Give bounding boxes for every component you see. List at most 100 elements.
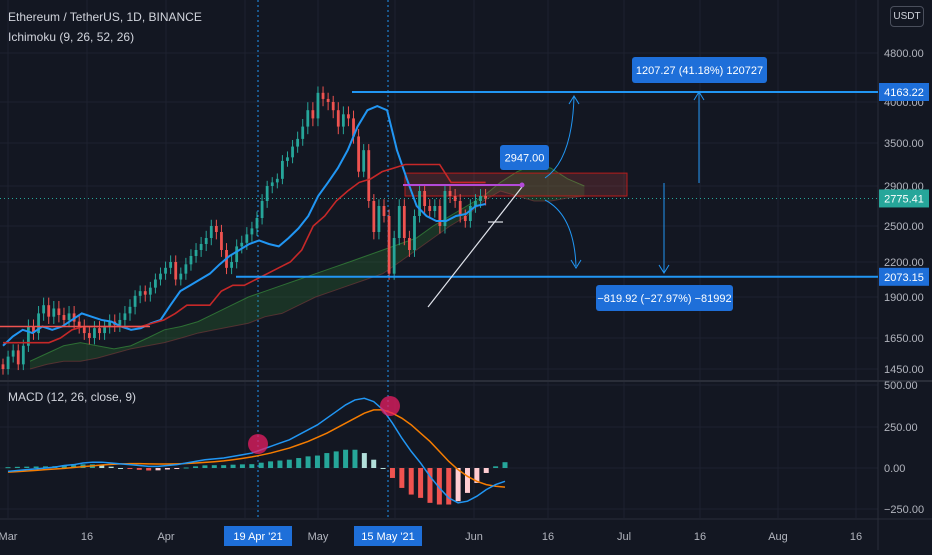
macd-y-tick-label: −250.00 xyxy=(884,504,924,516)
up-projection-label: 1207.27 (41.18%) 120727 xyxy=(636,65,763,77)
candle xyxy=(291,146,294,158)
candle xyxy=(133,295,137,307)
candle xyxy=(341,114,345,127)
x-tick-label: 16 xyxy=(81,531,93,543)
candle xyxy=(37,313,40,334)
kumo-cloud xyxy=(30,164,585,369)
candle xyxy=(87,333,91,338)
candle xyxy=(174,262,178,280)
macd-histogram-bar xyxy=(136,468,142,470)
candle xyxy=(57,308,61,316)
candle xyxy=(387,216,391,274)
candle xyxy=(428,206,432,211)
resistance-price-badge-bg xyxy=(879,83,929,102)
macd-histogram-bar xyxy=(408,468,414,495)
x-tick-label: Jun xyxy=(465,531,483,543)
macd-histogram-bar xyxy=(118,468,124,469)
macd-histogram-bar xyxy=(464,468,470,493)
candle xyxy=(240,242,244,247)
macd-histogram-bar xyxy=(5,467,11,469)
candle xyxy=(11,350,15,357)
macd-histogram-bar xyxy=(380,468,386,469)
candle xyxy=(67,313,71,320)
macd-histogram-bar xyxy=(108,466,114,468)
candle xyxy=(209,226,213,238)
highlighted-date-label: 15 May '21 xyxy=(361,531,414,543)
y-tick-label: 1450.00 xyxy=(884,364,924,376)
macd-histogram-bar xyxy=(436,468,442,505)
macd-histogram-bar xyxy=(43,466,49,468)
candle xyxy=(108,321,112,327)
candle xyxy=(463,216,467,221)
y-tick-label: 1650.00 xyxy=(884,333,924,345)
candle xyxy=(220,232,223,250)
candle xyxy=(468,206,472,221)
resistance-price-badge: 4163.22 xyxy=(884,87,924,99)
candle xyxy=(362,150,366,172)
macd-histogram-bar xyxy=(418,468,424,498)
candle xyxy=(484,196,487,199)
candle xyxy=(235,246,239,262)
x-tick-label: Apr xyxy=(157,531,174,543)
highlighted-date-label: 19 Apr '21 xyxy=(233,531,282,543)
candle xyxy=(62,315,66,320)
macd-histogram-bar xyxy=(352,449,358,468)
candle xyxy=(382,206,386,216)
candle xyxy=(250,228,254,235)
candle xyxy=(82,326,86,334)
macd-histogram-bar xyxy=(286,459,292,468)
box-price-label: 2947.00 xyxy=(505,153,545,165)
candle xyxy=(367,150,371,201)
candle xyxy=(286,157,289,161)
macd-histogram-bar xyxy=(455,468,461,502)
macd-histogram-bar xyxy=(14,466,20,468)
macd-histogram-bar xyxy=(333,451,339,468)
candle xyxy=(301,126,305,139)
macd-histogram-bar xyxy=(146,468,152,471)
macd-histogram-bar xyxy=(155,468,161,471)
macd-histogram-bar xyxy=(371,459,377,468)
macd-histogram-bar xyxy=(183,467,189,469)
macd-histogram-bar xyxy=(502,462,508,468)
candle xyxy=(118,319,122,325)
candle xyxy=(77,321,81,327)
candle xyxy=(352,118,355,137)
y-tick-label: 2500.00 xyxy=(884,221,924,233)
candle xyxy=(336,110,340,127)
currency-selector[interactable]: USDT xyxy=(890,6,924,27)
macd-histogram-bar xyxy=(343,449,349,468)
macd-histogram-bar xyxy=(474,468,480,483)
tenkan-sen-line xyxy=(2,105,486,347)
macd-histogram-bar xyxy=(296,458,302,468)
y-tick-label: 3500.00 xyxy=(884,138,924,150)
candle xyxy=(423,191,427,206)
candle xyxy=(402,206,406,238)
macd-histogram-bar xyxy=(202,465,208,468)
macd-histogram-bar xyxy=(324,453,330,468)
candle xyxy=(418,191,421,216)
candle xyxy=(326,98,330,102)
x-tick-label: Mar xyxy=(0,531,18,543)
candle xyxy=(479,196,482,201)
candle xyxy=(27,326,30,346)
macd-histogram-bar xyxy=(427,468,433,503)
macd-histogram-bar xyxy=(33,466,39,468)
candle xyxy=(245,234,249,243)
measure-up-head xyxy=(693,91,705,101)
x-tick-label: Jul xyxy=(617,531,631,543)
curved-arrow-down xyxy=(544,199,577,267)
candle xyxy=(408,238,411,250)
candle xyxy=(281,160,284,179)
candle xyxy=(93,328,96,338)
macd-histogram-bar xyxy=(164,468,170,470)
measure-down-head xyxy=(658,264,670,274)
arrow-head-down xyxy=(570,259,582,269)
candle xyxy=(474,201,477,206)
support-price-badge-bg xyxy=(879,267,929,286)
macd-histogram-bar xyxy=(389,468,395,478)
candle xyxy=(169,262,173,268)
candle xyxy=(179,273,183,280)
candle xyxy=(306,110,310,127)
